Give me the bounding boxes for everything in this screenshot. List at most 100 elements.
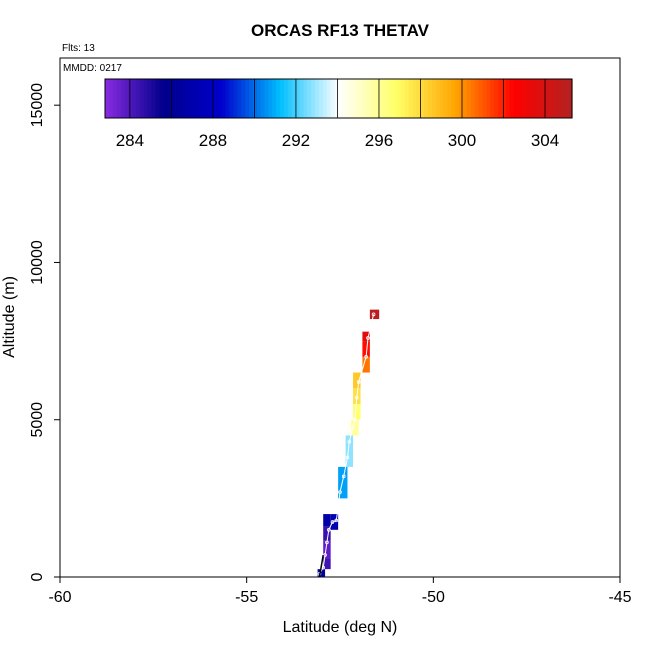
data-cell [351,419,359,436]
colorbar-swatch [350,79,355,118]
track-point [347,439,352,444]
colorbar-swatch [416,79,421,118]
data-cell [369,309,380,320]
data-cell [353,372,361,389]
colorbar-swatch [248,79,254,118]
chart-title: ORCAS RF13 THETAV [251,21,430,40]
colorbar-swatch [210,79,215,118]
colorbar-swatch [354,79,359,118]
data-cell [353,404,361,420]
colorbar-swatch [392,79,398,118]
colorbar-swatch [474,79,480,118]
colorbar-swatch [233,79,238,118]
colorbar-swatch [136,79,141,118]
track-point [353,417,357,422]
colorbar-swatch [470,79,476,118]
track-point [330,520,335,524]
colorbar-swatch [260,79,266,118]
data-cell [345,419,354,436]
colorbar-swatch [108,79,114,118]
colorbar-swatch [171,79,176,118]
colorbar-swatch [369,79,375,118]
colorbar-swatch [272,79,277,118]
colorbar-tick-label: 284 [116,131,144,150]
data-cell [323,514,331,527]
colorbar-swatch [276,79,281,118]
track-line [319,314,375,575]
colorbar-swatch [408,79,414,118]
colorbar-swatch [163,79,168,118]
colorbar-swatch [159,79,164,118]
colorbar-swatch [494,79,499,118]
colorbar-swatch [307,79,312,118]
flights-note: Flts: 13 [62,43,95,54]
colorbar-swatch [206,79,211,118]
track-point [323,553,327,557]
data-cell [323,558,331,570]
data-cells [317,309,380,577]
colorbar-swatch [509,79,515,118]
colorbar-swatch [568,79,573,118]
colorbar-swatch [420,79,425,118]
colorbar-swatch [361,79,367,118]
colorbar-swatch [120,79,126,118]
data-cell [330,514,339,530]
date-note: MMDD: 0217 [63,63,122,74]
track-point [345,455,350,460]
track-point [371,312,376,317]
colorbar-swatch [556,79,561,118]
colorbar-swatch [428,79,433,118]
colorbar-swatch [412,79,417,118]
colorbar-swatch [295,79,301,118]
data-cell [323,540,331,559]
colorbar-swatch [478,79,484,118]
track-point [354,395,359,400]
colorbar-swatch [182,79,188,118]
x-tick-label: -50 [422,589,445,606]
colorbar-swatch [128,79,133,118]
colorbar-swatch [400,79,406,118]
colorbar-tick-label: 304 [531,131,559,150]
colorbar-tick-label: 292 [282,131,310,150]
data-cell [362,331,370,342]
colorbar-swatch [315,79,320,118]
colorbar: 284 288 292 296 300 304 [104,78,573,150]
track-point [325,540,329,545]
colorbar-swatch [190,79,196,118]
colorbar-swatch [280,79,285,118]
colorbar-swatch [544,79,550,118]
track-point [356,380,361,384]
colorbar-swatch [237,79,242,118]
data-cell [362,356,370,373]
y-axis-label: Altitude (m) [1,276,18,358]
colorbar-swatch [155,79,161,118]
colorbar-swatch [459,79,464,118]
colorbar-swatch [229,79,235,118]
data-cell [317,569,326,577]
colorbar-swatch [291,79,297,118]
colorbar-swatch [482,79,487,118]
colorbar-swatch [373,79,379,118]
colorbar-swatch [377,79,382,118]
colorbar-swatch [439,79,445,118]
plot-frame [59,57,621,578]
colorbar-swatch [268,79,273,118]
colorbar-swatch [124,79,129,118]
y-tick-label: 5000 [29,402,46,438]
colorbar-swatch [213,79,219,118]
track-point [334,518,339,523]
track-point [336,505,340,510]
colorbar-swatch [342,79,347,118]
colorbar-swatch [505,79,511,118]
track-point [341,474,346,479]
track-point [364,355,368,359]
colorbar-swatch [548,79,554,118]
colorbar-swatch [202,79,207,118]
colorbar-tick-label: 288 [199,131,227,150]
colorbar-swatch [303,79,308,118]
colorbar-swatch [252,79,258,118]
colorbar-swatch [533,79,538,118]
track-ascent-line [318,554,324,578]
colorbar-swatch [225,79,231,118]
colorbar-swatch [443,79,449,118]
